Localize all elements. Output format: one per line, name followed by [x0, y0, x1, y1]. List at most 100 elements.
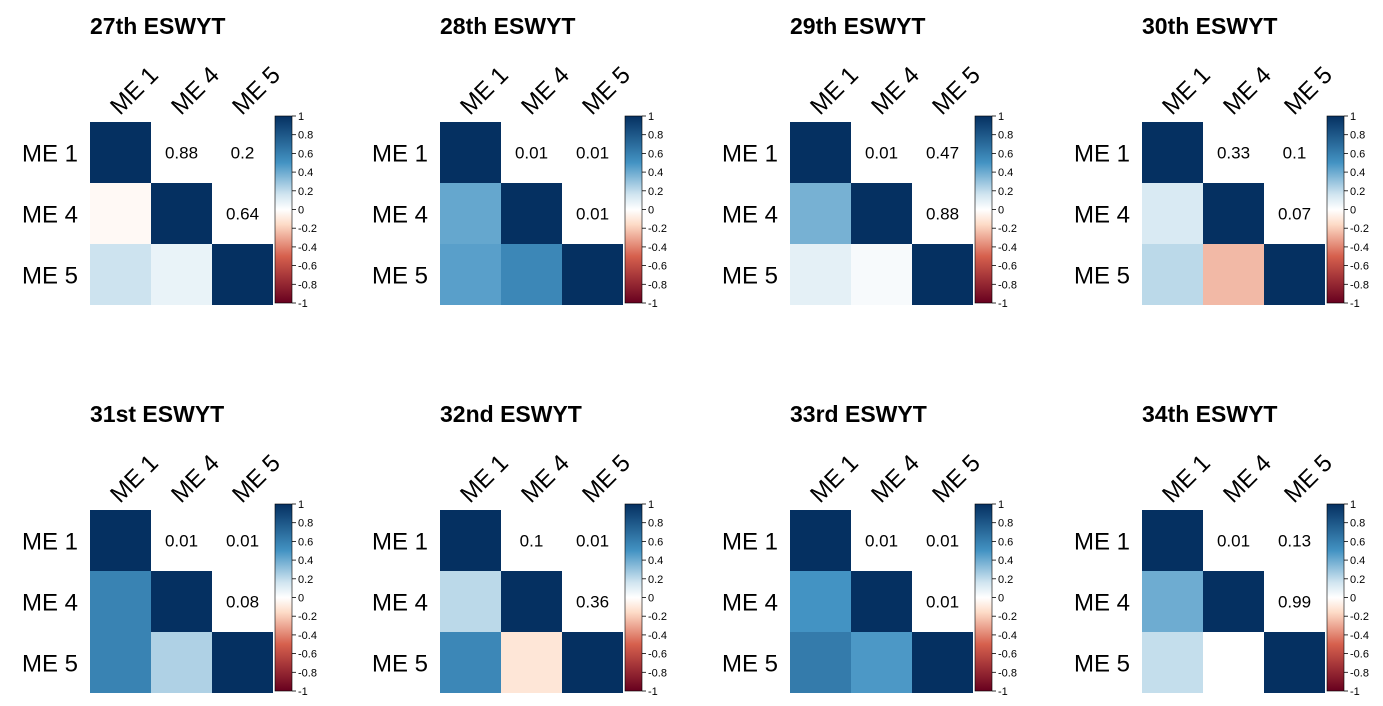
colorbar-tick-label: 0.4 [298, 167, 313, 179]
col-label: ME 4 [1218, 450, 1277, 509]
diagonal-cell [1264, 632, 1325, 693]
lower-cell [1142, 571, 1203, 632]
value-label: 0.99 [1278, 593, 1311, 612]
colorbar-tick-label: 0 [1350, 593, 1356, 605]
colorbar-tick-label: 0.6 [998, 536, 1013, 548]
colorbar [974, 115, 993, 304]
value-label: 0.01 [576, 205, 609, 224]
value-label: 0.01 [926, 593, 959, 612]
diagonal-cell [151, 571, 212, 632]
lower-cell [1142, 632, 1203, 693]
row-label: ME 4 [22, 590, 78, 617]
colorbar-tick-label: 1 [648, 499, 654, 511]
value-label: 0.1 [520, 532, 544, 551]
colorbar-tick-label: -0.8 [1350, 279, 1369, 291]
col-label: ME 5 [927, 62, 986, 121]
colorbar-tick-label: 0.2 [998, 574, 1013, 586]
value-label: 0.01 [165, 532, 198, 551]
colorbar-tick-label: -1 [998, 686, 1008, 698]
lower-cell [851, 632, 912, 693]
colorbar-tick-label: 1 [298, 111, 304, 123]
colorbar-tick-label: 0 [998, 593, 1004, 605]
diagonal-cell [90, 510, 151, 571]
col-label: ME 4 [166, 62, 225, 121]
value-label: 0.33 [1217, 144, 1250, 163]
value-label: 0.07 [1278, 205, 1311, 224]
colorbar-tick-label: 1 [998, 111, 1004, 123]
colorbar-tick-label: 0.6 [648, 148, 663, 160]
col-label: ME 4 [166, 450, 225, 509]
colorbar-tick-label: -0.4 [998, 242, 1017, 254]
value-label: 0.64 [226, 205, 259, 224]
colorbar-tick-label: -1 [1350, 298, 1360, 310]
colorbar-tick-label: 0 [298, 593, 304, 605]
row-label: ME 4 [372, 202, 428, 229]
lower-cell [151, 244, 212, 305]
value-label: 0.47 [926, 144, 959, 163]
value-label: 0.01 [576, 532, 609, 551]
colorbar-tick-label: 0.2 [998, 186, 1013, 198]
diagonal-cell [1142, 122, 1203, 183]
colorbar-tick-label: 0.2 [1350, 186, 1365, 198]
colorbar-tick-label: -0.8 [298, 667, 317, 679]
row-label: ME 1 [372, 529, 428, 556]
colorbar-tick-label: -0.2 [1350, 223, 1369, 235]
colorbar-tick-label: 0.4 [1350, 167, 1365, 179]
colorbar [274, 115, 293, 304]
col-label: ME 5 [927, 450, 986, 509]
colorbar-tick-label: 0.8 [1350, 130, 1365, 142]
row-label: ME 4 [722, 590, 778, 617]
colorbar-tick-label: -0.4 [998, 630, 1017, 642]
col-label: ME 5 [577, 62, 636, 121]
colorbar-tick-label: -0.2 [648, 611, 667, 623]
colorbar-tick-label: -0.8 [998, 279, 1017, 291]
panel-title: 30th ESWYT [1142, 13, 1277, 39]
colorbar-tick-label: -0.6 [998, 649, 1017, 661]
lower-cell [501, 632, 562, 693]
value-label: 0.2 [231, 144, 255, 163]
col-label: ME 5 [227, 450, 286, 509]
colorbar-tick-label: -1 [648, 298, 658, 310]
lower-cell [90, 571, 151, 632]
colorbar-tick-label: -0.2 [998, 611, 1017, 623]
colorbar-tick-label: 0.6 [1350, 148, 1365, 160]
col-label: ME 5 [227, 62, 286, 121]
row-label: ME 5 [1074, 651, 1130, 678]
value-label: 0.01 [865, 144, 898, 163]
diagonal-cell [501, 571, 562, 632]
colorbar-tick-label: 0.2 [298, 574, 313, 586]
panel-title: 27th ESWYT [90, 13, 225, 39]
colorbar-tick-label: -0.2 [648, 223, 667, 235]
value-label: 0.01 [865, 532, 898, 551]
colorbar [1326, 503, 1345, 692]
colorbar-tick-label: 0.2 [298, 186, 313, 198]
colorbar-tick-label: 0.6 [1350, 536, 1365, 548]
colorbar-tick-label: 0.8 [298, 518, 313, 530]
colorbar-tick-label: -0.2 [1350, 611, 1369, 623]
value-label: 0.01 [515, 144, 548, 163]
colorbar-tick-label: 0.6 [648, 536, 663, 548]
diagonal-cell [1142, 510, 1203, 571]
value-label: 0.88 [926, 205, 959, 224]
colorbar-tick-label: -1 [648, 686, 658, 698]
diagonal-cell [1264, 244, 1325, 305]
lower-cell [1203, 244, 1264, 305]
lower-cell [440, 571, 501, 632]
col-label: ME 1 [455, 62, 514, 121]
lower-cell [790, 632, 851, 693]
col-label: ME 1 [105, 450, 164, 509]
col-label: ME 1 [1157, 450, 1216, 509]
colorbar-tick-label: -0.8 [648, 279, 667, 291]
lower-cell [90, 183, 151, 244]
panel-title: 31st ESWYT [90, 401, 224, 427]
colorbar [974, 503, 993, 692]
colorbar-tick-label: 1 [648, 111, 654, 123]
row-label: ME 5 [722, 263, 778, 290]
value-label: 0.1 [1283, 144, 1307, 163]
row-label: ME 5 [22, 263, 78, 290]
